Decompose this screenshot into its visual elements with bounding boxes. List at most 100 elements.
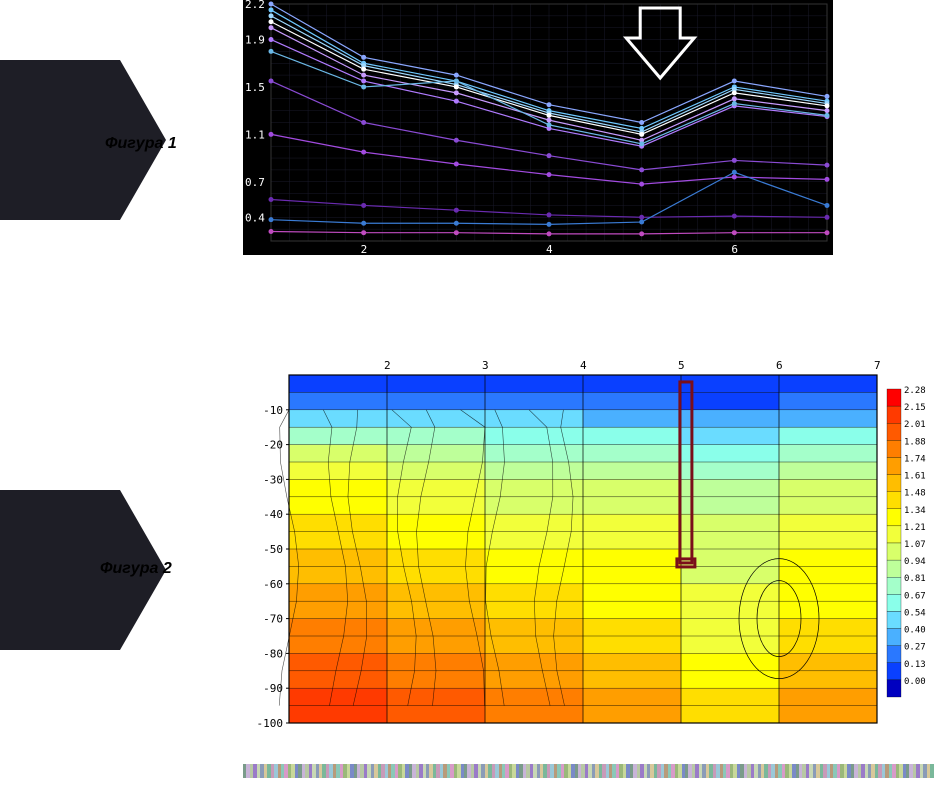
series-marker — [639, 220, 644, 225]
series-marker — [732, 175, 737, 180]
legend-swatch — [887, 389, 901, 406]
series-marker — [732, 101, 737, 106]
series-marker — [825, 215, 830, 220]
series-marker — [454, 221, 459, 226]
legend-label: 2.28 — [904, 386, 926, 396]
y-tick-label: 1.1 — [245, 128, 265, 141]
series-marker — [361, 55, 366, 60]
series-marker — [361, 203, 366, 208]
series-marker — [732, 214, 737, 219]
series-marker — [547, 212, 552, 217]
series-marker — [639, 120, 644, 125]
legend-label: 0.13 — [904, 660, 926, 670]
series-marker — [269, 217, 274, 222]
series-marker — [639, 141, 644, 146]
figure2-chart: 234567-10-20-30-40-50-60-70-80-90-1002.2… — [243, 357, 933, 729]
series-marker — [269, 2, 274, 7]
series-marker — [454, 208, 459, 213]
series-marker — [547, 113, 552, 118]
x-tick-label: 2 — [361, 243, 368, 255]
legend-swatch — [887, 646, 901, 663]
series-marker — [825, 203, 830, 208]
series-marker — [547, 118, 552, 123]
legend-swatch — [887, 526, 901, 543]
series-marker — [732, 170, 737, 175]
heat-cell — [681, 427, 779, 444]
y-tick-label: 0.7 — [245, 176, 265, 189]
series-marker — [269, 7, 274, 12]
figure1-label: Фигура 1 — [105, 135, 177, 153]
series-marker — [454, 84, 459, 89]
legend-swatch — [887, 423, 901, 440]
heat-cell — [485, 392, 583, 409]
x-tick-label: 6 — [776, 359, 783, 372]
heat-cell — [289, 427, 387, 444]
series-marker — [825, 113, 830, 118]
legend-label: 2.15 — [904, 403, 926, 413]
legend-swatch — [887, 492, 901, 509]
heat-cell — [779, 462, 877, 479]
series-marker — [454, 230, 459, 235]
series-marker — [732, 230, 737, 235]
series-marker — [547, 231, 552, 236]
series-marker — [547, 222, 552, 227]
heat-cell — [583, 410, 681, 427]
legend-swatch — [887, 629, 901, 646]
series-marker — [732, 79, 737, 84]
series-marker — [269, 79, 274, 84]
heat-cell — [289, 462, 387, 479]
figure1-chart: 0.40.71.11.51.92.2246 — [243, 0, 833, 255]
series-marker — [639, 182, 644, 187]
legend-label: 0.40 — [904, 626, 926, 636]
heat-cell — [485, 427, 583, 444]
y-tick-label: -80 — [263, 647, 283, 660]
heat-cell — [387, 375, 485, 392]
series-marker — [269, 49, 274, 54]
series-marker — [361, 79, 366, 84]
y-tick-label: 1.9 — [245, 34, 265, 47]
series-marker — [547, 122, 552, 127]
series-marker — [547, 153, 552, 158]
y-tick-label: -30 — [263, 473, 283, 486]
x-tick-label: 3 — [482, 359, 489, 372]
y-tick-label: 0.4 — [245, 211, 265, 224]
series-marker — [732, 90, 737, 95]
heat-cell — [583, 462, 681, 479]
heat-cell — [485, 375, 583, 392]
series-marker — [825, 230, 830, 235]
x-tick-label: 2 — [384, 359, 391, 372]
y-tick-label: -60 — [263, 578, 283, 591]
legend-swatch — [887, 577, 901, 594]
series-marker — [361, 230, 366, 235]
legend-swatch — [887, 406, 901, 423]
legend-label: 1.48 — [904, 489, 926, 499]
series-marker — [639, 215, 644, 220]
series-marker — [732, 158, 737, 163]
series-marker — [361, 150, 366, 155]
legend-swatch — [887, 594, 901, 611]
legend-label: 1.74 — [904, 454, 926, 464]
heat-cell — [779, 375, 877, 392]
series-marker — [454, 99, 459, 104]
series-marker — [454, 138, 459, 143]
series-marker — [825, 103, 830, 108]
series-marker — [454, 79, 459, 84]
legend-swatch — [887, 509, 901, 526]
heat-cell — [779, 445, 877, 462]
heat-cell — [583, 445, 681, 462]
heat-cell — [681, 392, 779, 409]
legend-label: 1.34 — [904, 506, 926, 516]
series-marker — [825, 108, 830, 113]
noise-bar — [243, 764, 933, 778]
heat-cell — [583, 392, 681, 409]
heat-cell — [681, 462, 779, 479]
series-marker — [825, 177, 830, 182]
y-tick-label: -100 — [257, 717, 284, 729]
series-marker — [361, 67, 366, 72]
y-tick-label: 1.5 — [245, 81, 265, 94]
heat-cell — [289, 410, 387, 427]
heat-cell — [485, 462, 583, 479]
heat-cell — [681, 375, 779, 392]
heat-cell — [583, 375, 681, 392]
legend-swatch — [887, 680, 901, 697]
